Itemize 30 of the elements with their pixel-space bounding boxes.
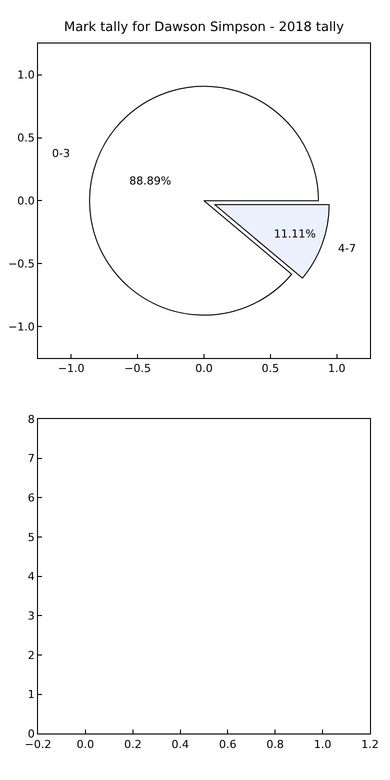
y-tick-label: 5 [28, 530, 35, 544]
y-tick-label: 1 [28, 688, 35, 702]
y-tick-label: 8 [28, 412, 35, 426]
y-tick-label: 7 [28, 452, 35, 466]
x-tick-label: 0.5 [262, 362, 280, 376]
y-tick-label: 2 [28, 648, 35, 662]
x-tick-label: 1.0 [328, 362, 346, 376]
x-tick-label: −1.0 [58, 362, 85, 376]
x-tick-label: −0.5 [124, 362, 151, 376]
x-tick-label: 1.2 [361, 738, 379, 751]
x-tick-label: 0.2 [124, 738, 142, 751]
y-tick-label: 0.5 [17, 132, 35, 145]
x-tick-label: 0.8 [266, 738, 284, 751]
y-tick-label: 0.0 [17, 194, 35, 208]
y-tick-label: 3 [28, 610, 35, 623]
x-tick-label: 1.0 [314, 738, 332, 751]
slice-label: 0-3 [52, 147, 70, 160]
x-tick-label: 0.0 [76, 738, 94, 751]
x-tick-label: 0.6 [218, 738, 236, 751]
y-tick-label: 1.0 [17, 68, 35, 82]
chart-title: Mark tally for Dawson Simpson - 2018 tally [64, 20, 344, 35]
data-label: 88.89% [129, 174, 172, 188]
y-tick-label: −0.5 [8, 257, 35, 270]
y-tick-label: −1.0 [8, 320, 35, 334]
slice-label: 4-7 [338, 242, 356, 255]
y-tick-label: 6 [28, 492, 35, 505]
y-tick-label: 4 [28, 570, 35, 584]
x-tick-label: 0.4 [172, 738, 190, 751]
x-tick-label: 0.0 [195, 362, 213, 376]
data-label: 11.11% [274, 227, 316, 240]
